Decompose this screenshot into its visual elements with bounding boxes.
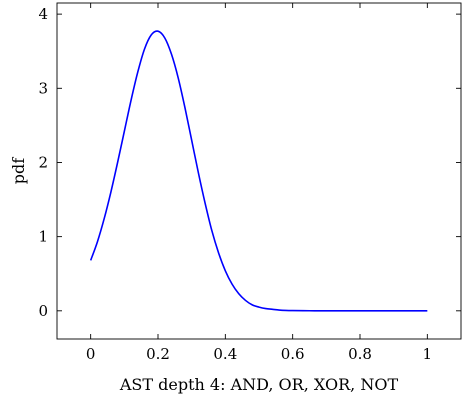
series-line [89, 30, 428, 312]
y-tick-label: 0 [38, 302, 48, 320]
y-tick-label: 3 [38, 79, 48, 97]
y-axis-label: pdf [9, 157, 28, 184]
x-tick-label: 1 [423, 345, 433, 363]
x-tick-label: 0.6 [281, 345, 305, 363]
x-tick-label: 0.8 [348, 345, 372, 363]
x-tick-label: 0.4 [213, 345, 237, 363]
x-tick-label: 0 [86, 345, 96, 363]
plot-frame [56, 2, 462, 340]
tick-labels: 0 0.2 0.4 0.6 0.8 1 0 1 2 3 4 [38, 5, 432, 363]
x-tick-label: 0.2 [146, 345, 170, 363]
series-group [89, 30, 428, 312]
y-tick-label: 1 [38, 228, 48, 246]
y-tick-label: 4 [38, 5, 48, 23]
y-tick-label: 2 [38, 153, 48, 171]
x-axis-label: AST depth 4: AND, OR, XOR, NOT [119, 375, 399, 394]
tick-marks [57, 3, 461, 339]
